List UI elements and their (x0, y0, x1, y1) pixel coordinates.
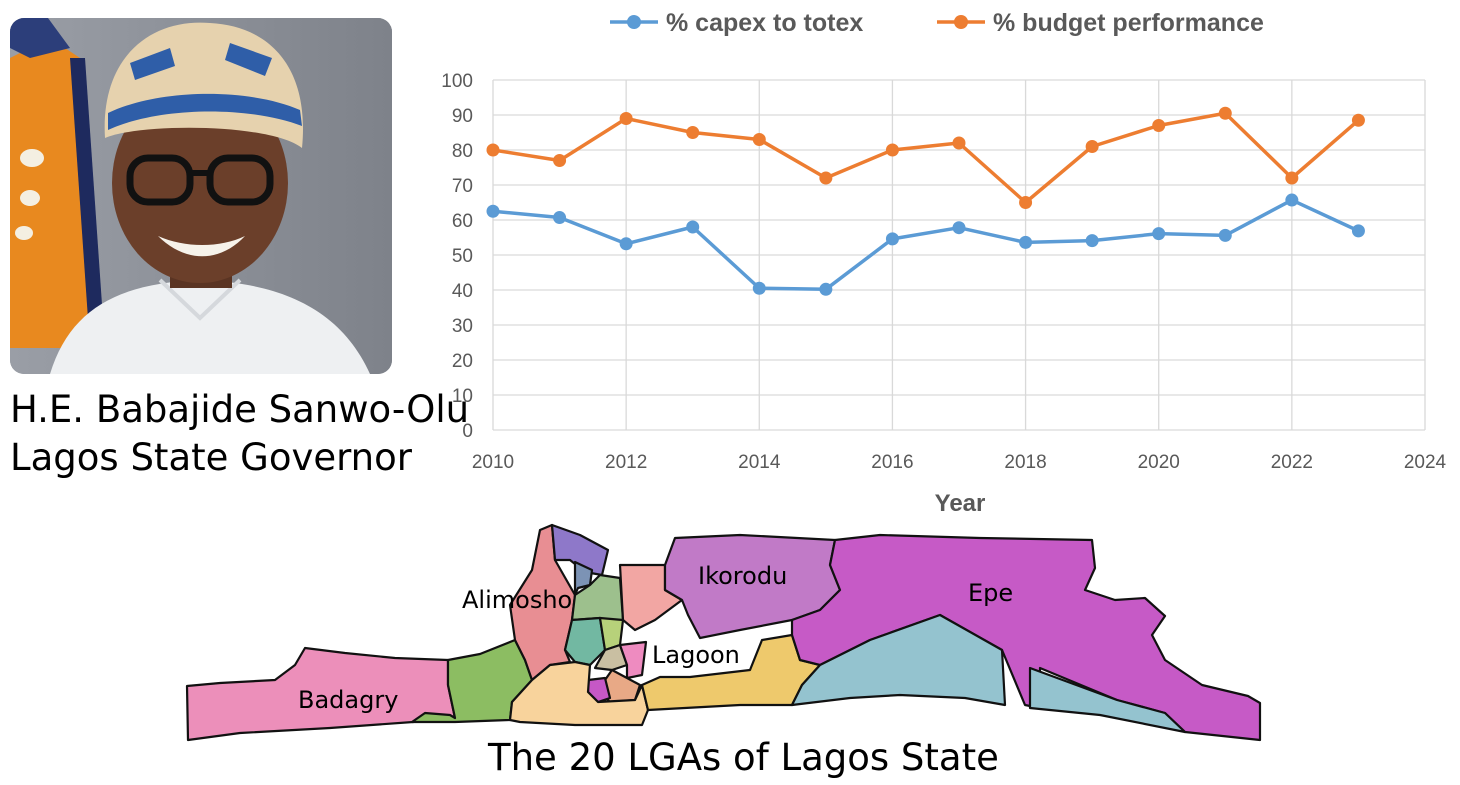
data-point (1152, 227, 1166, 241)
legend-label: % capex to totex (666, 9, 863, 37)
legend-swatch-marker (627, 15, 641, 29)
data-point (1351, 113, 1365, 127)
y-tick-label: 60 (452, 211, 473, 232)
x-tick-label: 2012 (605, 452, 647, 473)
data-point (1019, 196, 1033, 209)
map-title: The 20 LGAs of Lagos State (488, 736, 999, 779)
chart-series (486, 106, 1365, 296)
x-tick-label: 2018 (1004, 452, 1046, 473)
data-point (819, 171, 833, 185)
chart-ticks: 0 10 20 30 40 50 60 70 80 90 100 2010 2012 2014 2016 20… (441, 71, 1446, 473)
y-tick-label: 50 (452, 246, 473, 267)
line-chart: % capex to totex % budget performance 0 10… (441, 9, 1446, 517)
map-region-mushin (593, 643, 629, 672)
legend-label: % budget performance (993, 9, 1264, 37)
map-label-ikorodu: Ikorodu (698, 562, 787, 590)
data-point (819, 282, 833, 296)
x-tick-label: 2010 (472, 452, 514, 473)
data-point (952, 136, 966, 150)
x-axis-label: Year (935, 490, 986, 517)
data-point (752, 281, 766, 295)
series-line-0 (492, 198, 1360, 292)
data-point (619, 112, 633, 125)
y-tick-label: 40 (452, 281, 473, 302)
y-tick-label: 10 (452, 386, 473, 407)
data-point (1218, 106, 1232, 120)
map-region-ibeju-east (1028, 666, 1187, 734)
map-label-badagry: Badagry (298, 686, 398, 714)
data-point (1019, 235, 1033, 249)
x-tick-label: 2024 (1404, 452, 1447, 473)
map-region-oshodi (563, 616, 607, 667)
chart-legend: % capex to totex % budget performance (610, 9, 1264, 37)
data-point (1218, 228, 1232, 242)
data-point (1285, 193, 1299, 207)
data-point (553, 154, 567, 167)
map-label-epe: Epe (968, 579, 1013, 607)
data-point (1085, 140, 1099, 153)
governor-photo (10, 18, 392, 374)
map-region-epe (790, 533, 1262, 742)
y-tick-label: 80 (452, 141, 473, 162)
photo-caption: H.E. Babajide Sanwo-Olu Lagos State Gove… (10, 386, 469, 482)
map-label-alimosho: Alimosho (462, 586, 572, 614)
x-tick-label: 2014 (738, 452, 781, 473)
map-region-yaba (618, 640, 648, 680)
caption-name: H.E. Babajide Sanwo-Olu (10, 388, 470, 431)
x-tick-label: 2022 (1271, 452, 1313, 473)
series-line-1 (492, 111, 1360, 205)
caption-role: Lagos State Governor (10, 436, 412, 479)
data-point (952, 221, 966, 235)
x-tick-label: 2020 (1138, 452, 1180, 473)
y-tick-label: 90 (452, 106, 473, 127)
data-point (1285, 171, 1299, 185)
data-point (686, 126, 700, 139)
data-point (1351, 224, 1365, 238)
y-tick-label: 30 (452, 316, 473, 337)
data-point (885, 232, 899, 246)
y-tick-label: 100 (441, 71, 473, 92)
data-point (885, 143, 899, 157)
map-region-agege (573, 560, 594, 597)
data-point (686, 220, 700, 234)
y-tick-label: 70 (452, 176, 473, 197)
map-region-ibeju-lekki (790, 613, 1007, 707)
data-point (486, 143, 500, 157)
chart-grid (492, 79, 1426, 431)
map-label-lagoon: Lagoon (652, 641, 740, 669)
y-tick-label: 20 (452, 351, 473, 372)
lagos-lga-map: Badagry Alimosho Ikorodu Epe Lagoon (185, 523, 1262, 742)
map-region-ifako (550, 523, 610, 577)
legend-swatch-marker (954, 15, 968, 29)
data-point (553, 211, 567, 225)
x-tick-label: 2016 (871, 452, 913, 473)
y-tick-label: 0 (462, 421, 473, 442)
data-point (619, 237, 633, 251)
data-point (752, 133, 766, 146)
data-point (486, 204, 500, 218)
data-point (1152, 119, 1166, 132)
data-point (1085, 234, 1099, 248)
